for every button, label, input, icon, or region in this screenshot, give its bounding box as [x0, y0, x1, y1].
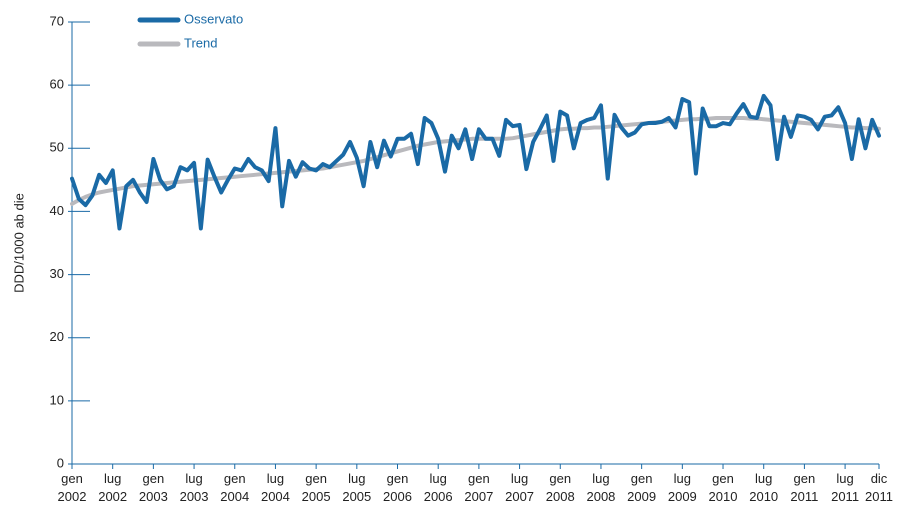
x-tick-label: lug 2005: [342, 471, 372, 504]
x-tick-label: lug 2002: [98, 471, 128, 504]
x-tick-label: gen 2003: [138, 471, 168, 504]
y-tick-label: 0: [57, 455, 64, 470]
x-tick-label: gen 2010: [708, 471, 738, 504]
series-line: [70, 93, 881, 231]
y-tick-label: 40: [50, 203, 64, 218]
x-tick-label: lug 2008: [586, 471, 616, 504]
x-tick-label: gen 2009: [627, 471, 657, 504]
x-tick-label: gen 2011: [790, 471, 819, 504]
x-tick-label: lug 2004: [260, 471, 290, 504]
y-tick-label: 20: [50, 329, 64, 344]
x-tick-label: gen 2007: [464, 471, 494, 504]
y-tick-label: 60: [50, 77, 64, 92]
x-tick-label: gen 2004: [220, 471, 250, 504]
y-tick-label: 70: [50, 13, 64, 28]
x-tick-label: lug 2011: [831, 471, 860, 504]
x-tick-label: lug 2003: [179, 471, 209, 504]
legend-label: Trend: [184, 35, 217, 50]
y-tick-label: 10: [50, 392, 64, 407]
y-tick-label: 50: [50, 140, 64, 155]
x-tick-label: gen 2002: [57, 471, 87, 504]
x-tick-label: lug 2010: [749, 471, 779, 504]
series-line: [70, 115, 881, 206]
y-axis-label: DDD/1000 ab die: [11, 193, 26, 293]
x-tick-label: lug 2006: [423, 471, 453, 504]
x-tick-label: dic 2011: [865, 471, 893, 504]
y-tick-label: 30: [50, 266, 64, 281]
legend-label: Osservato: [184, 11, 243, 26]
x-tick-label: lug 2009: [667, 471, 697, 504]
x-tick-label: gen 2006: [383, 471, 412, 504]
x-tick-label: gen 2005: [301, 471, 331, 504]
x-tick-label: lug 2007: [505, 471, 535, 504]
x-tick-label: gen 2008: [545, 471, 575, 504]
